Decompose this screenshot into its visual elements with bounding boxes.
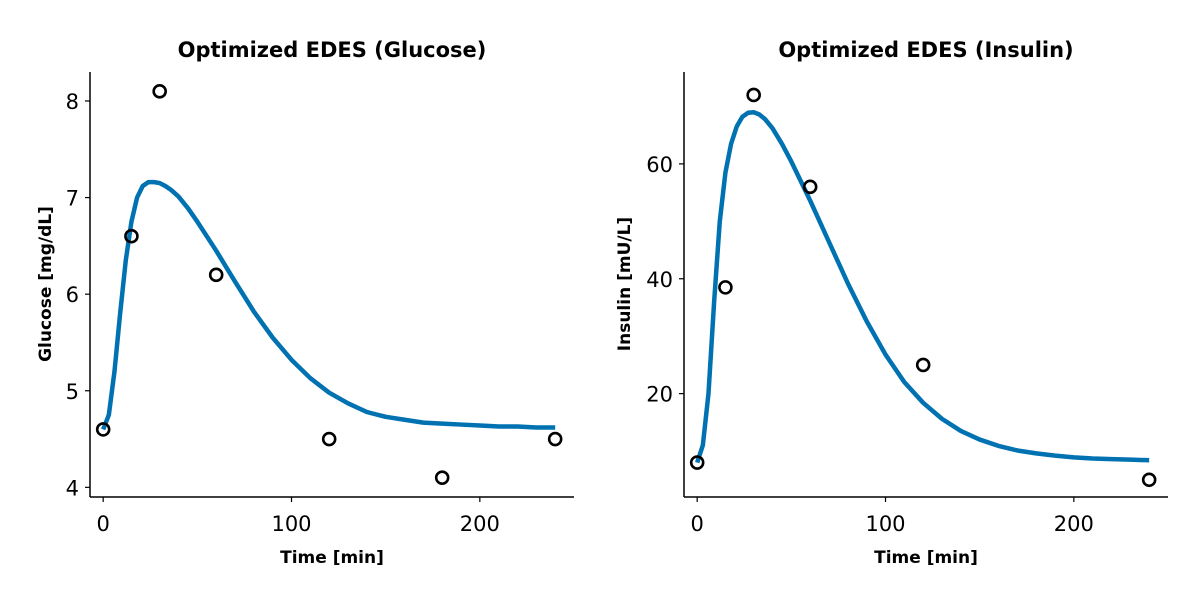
glucose-y-tick-label: 6 — [66, 283, 79, 307]
glucose-data-point — [434, 470, 450, 485]
insulin-chart-title: Optimized EDES (Insulin) — [778, 38, 1073, 62]
insulin-series — [689, 87, 1157, 488]
glucose-y-axis-label: Glucose [mg/dL] — [36, 206, 56, 362]
glucose-y-tick-label: 7 — [66, 187, 79, 211]
glucose-data-point — [547, 431, 563, 447]
insulin-y-tick-label: 40 — [646, 268, 673, 292]
glucose-ticks: 0 100 200 4 5 6 7 8 — [66, 90, 500, 536]
insulin-data-point — [802, 179, 818, 195]
insulin-ticks: 0 100 200 20 40 60 — [646, 153, 1094, 536]
glucose-y-tick-label: 8 — [66, 90, 79, 114]
glucose-data-point — [95, 422, 111, 437]
glucose-y-tick-label: 5 — [66, 380, 79, 404]
insulin-data-point — [915, 357, 931, 373]
insulin-data-point — [746, 87, 761, 103]
insulin-data-point — [1141, 472, 1157, 488]
glucose-model-line — [101, 179, 556, 431]
glucose-x-tick-label: 200 — [460, 512, 500, 536]
insulin-x-tick-label: 100 — [865, 512, 905, 536]
insulin-y-axis-label: Insulin [mU/L] — [615, 217, 635, 351]
insulin-y-tick-label: 20 — [646, 383, 673, 407]
glucose-series — [95, 84, 563, 485]
insulin-model-line — [695, 109, 1150, 464]
insulin-data-point — [718, 280, 733, 295]
insulin-x-tick-label: 200 — [1054, 512, 1094, 536]
insulin-chart: Optimized EDES (Insulin) 0 100 200 20 40 60 T… — [615, 38, 1168, 568]
glucose-data-point — [152, 84, 167, 99]
insulin-x-tick-label: 0 — [690, 512, 703, 536]
glucose-x-axis-label: Time [min] — [280, 548, 384, 568]
glucose-data-point — [321, 431, 337, 447]
glucose-y-tick-label: 4 — [66, 476, 79, 500]
glucose-x-tick-label: 100 — [271, 512, 311, 536]
glucose-data-point — [208, 267, 224, 283]
glucose-x-tick-label: 0 — [96, 512, 109, 536]
insulin-y-tick-label: 60 — [646, 153, 673, 177]
insulin-x-axis-label: Time [min] — [874, 548, 978, 568]
glucose-data-point — [124, 228, 139, 244]
glucose-chart: Optimized EDES (Glucose) 0 100 200 4 5 6 7 8 Ti… — [36, 38, 574, 568]
glucose-chart-title: Optimized EDES (Glucose) — [178, 38, 487, 62]
insulin-data-point — [689, 455, 705, 470]
